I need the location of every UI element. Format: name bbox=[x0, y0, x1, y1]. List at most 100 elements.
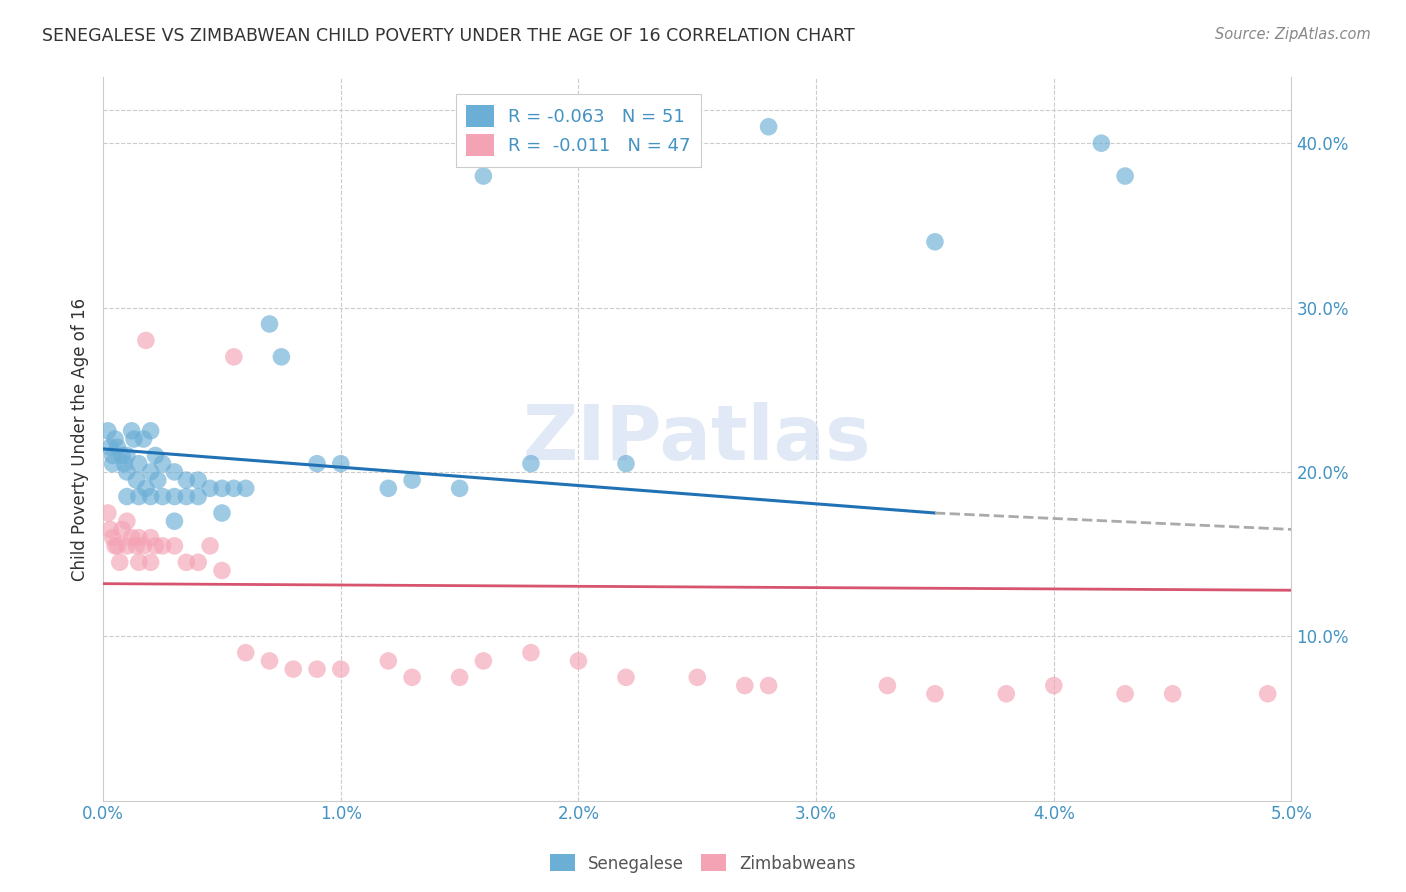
Point bbox=[139, 424, 162, 438]
Point bbox=[187, 555, 209, 569]
Point bbox=[198, 481, 221, 495]
Point bbox=[283, 662, 305, 676]
Point bbox=[235, 481, 257, 495]
Point bbox=[101, 457, 124, 471]
Point bbox=[1114, 169, 1136, 183]
Point bbox=[1114, 687, 1136, 701]
Point bbox=[1257, 687, 1279, 701]
Point bbox=[101, 531, 124, 545]
Point bbox=[259, 317, 281, 331]
Text: SENEGALESE VS ZIMBABWEAN CHILD POVERTY UNDER THE AGE OF 16 CORRELATION CHART: SENEGALESE VS ZIMBABWEAN CHILD POVERTY U… bbox=[42, 27, 855, 45]
Point bbox=[139, 531, 162, 545]
Point bbox=[152, 490, 174, 504]
Point bbox=[305, 457, 328, 471]
Point bbox=[114, 457, 136, 471]
Point bbox=[98, 440, 121, 454]
Point bbox=[108, 555, 131, 569]
Point bbox=[472, 654, 495, 668]
Point bbox=[1042, 679, 1064, 693]
Point bbox=[125, 473, 148, 487]
Point bbox=[163, 514, 186, 528]
Point bbox=[163, 465, 186, 479]
Point bbox=[176, 473, 198, 487]
Point bbox=[122, 432, 145, 446]
Point bbox=[135, 334, 157, 348]
Point bbox=[145, 539, 167, 553]
Point bbox=[377, 654, 399, 668]
Point bbox=[924, 235, 946, 249]
Point bbox=[115, 490, 138, 504]
Point bbox=[520, 457, 543, 471]
Point bbox=[329, 457, 352, 471]
Point bbox=[115, 465, 138, 479]
Point bbox=[98, 523, 121, 537]
Point bbox=[152, 457, 174, 471]
Point bbox=[198, 539, 221, 553]
Point bbox=[115, 539, 138, 553]
Point bbox=[105, 440, 128, 454]
Point bbox=[145, 449, 167, 463]
Point bbox=[128, 457, 150, 471]
Point bbox=[567, 654, 589, 668]
Point bbox=[924, 687, 946, 701]
Point bbox=[115, 514, 138, 528]
Point bbox=[614, 670, 637, 684]
Point bbox=[128, 490, 150, 504]
Legend: R = -0.063   N = 51, R =  -0.011   N = 47: R = -0.063 N = 51, R = -0.011 N = 47 bbox=[456, 94, 702, 167]
Point bbox=[187, 490, 209, 504]
Point bbox=[139, 555, 162, 569]
Point bbox=[449, 481, 471, 495]
Point bbox=[520, 646, 543, 660]
Point bbox=[97, 506, 120, 520]
Point bbox=[222, 481, 245, 495]
Point bbox=[163, 539, 186, 553]
Point bbox=[876, 679, 898, 693]
Point bbox=[132, 432, 155, 446]
Point bbox=[115, 449, 138, 463]
Point bbox=[734, 679, 756, 693]
Point bbox=[686, 670, 709, 684]
Point bbox=[211, 564, 233, 578]
Point bbox=[146, 473, 169, 487]
Point bbox=[97, 424, 120, 438]
Point bbox=[176, 555, 198, 569]
Point bbox=[128, 555, 150, 569]
Point bbox=[377, 481, 399, 495]
Point bbox=[259, 654, 281, 668]
Text: ZIPatlas: ZIPatlas bbox=[523, 402, 872, 476]
Point bbox=[305, 662, 328, 676]
Point bbox=[270, 350, 292, 364]
Point bbox=[449, 670, 471, 684]
Point bbox=[222, 350, 245, 364]
Point bbox=[995, 687, 1018, 701]
Point bbox=[235, 646, 257, 660]
Point bbox=[101, 449, 124, 463]
Point bbox=[111, 523, 134, 537]
Y-axis label: Child Poverty Under the Age of 16: Child Poverty Under the Age of 16 bbox=[72, 297, 89, 581]
Point bbox=[128, 531, 150, 545]
Point bbox=[111, 449, 134, 463]
Point bbox=[211, 506, 233, 520]
Point bbox=[1161, 687, 1184, 701]
Point bbox=[104, 539, 127, 553]
Point bbox=[125, 539, 148, 553]
Point bbox=[211, 481, 233, 495]
Point bbox=[139, 465, 162, 479]
Point bbox=[121, 531, 143, 545]
Legend: Senegalese, Zimbabweans: Senegalese, Zimbabweans bbox=[543, 847, 863, 880]
Point bbox=[401, 670, 423, 684]
Point bbox=[401, 473, 423, 487]
Point bbox=[1090, 136, 1112, 151]
Point bbox=[329, 662, 352, 676]
Point bbox=[121, 424, 143, 438]
Point bbox=[163, 490, 186, 504]
Point bbox=[135, 481, 157, 495]
Point bbox=[105, 539, 128, 553]
Point bbox=[152, 539, 174, 553]
Point bbox=[139, 490, 162, 504]
Point bbox=[104, 432, 127, 446]
Point bbox=[758, 120, 780, 134]
Point bbox=[132, 539, 155, 553]
Text: Source: ZipAtlas.com: Source: ZipAtlas.com bbox=[1215, 27, 1371, 42]
Point bbox=[187, 473, 209, 487]
